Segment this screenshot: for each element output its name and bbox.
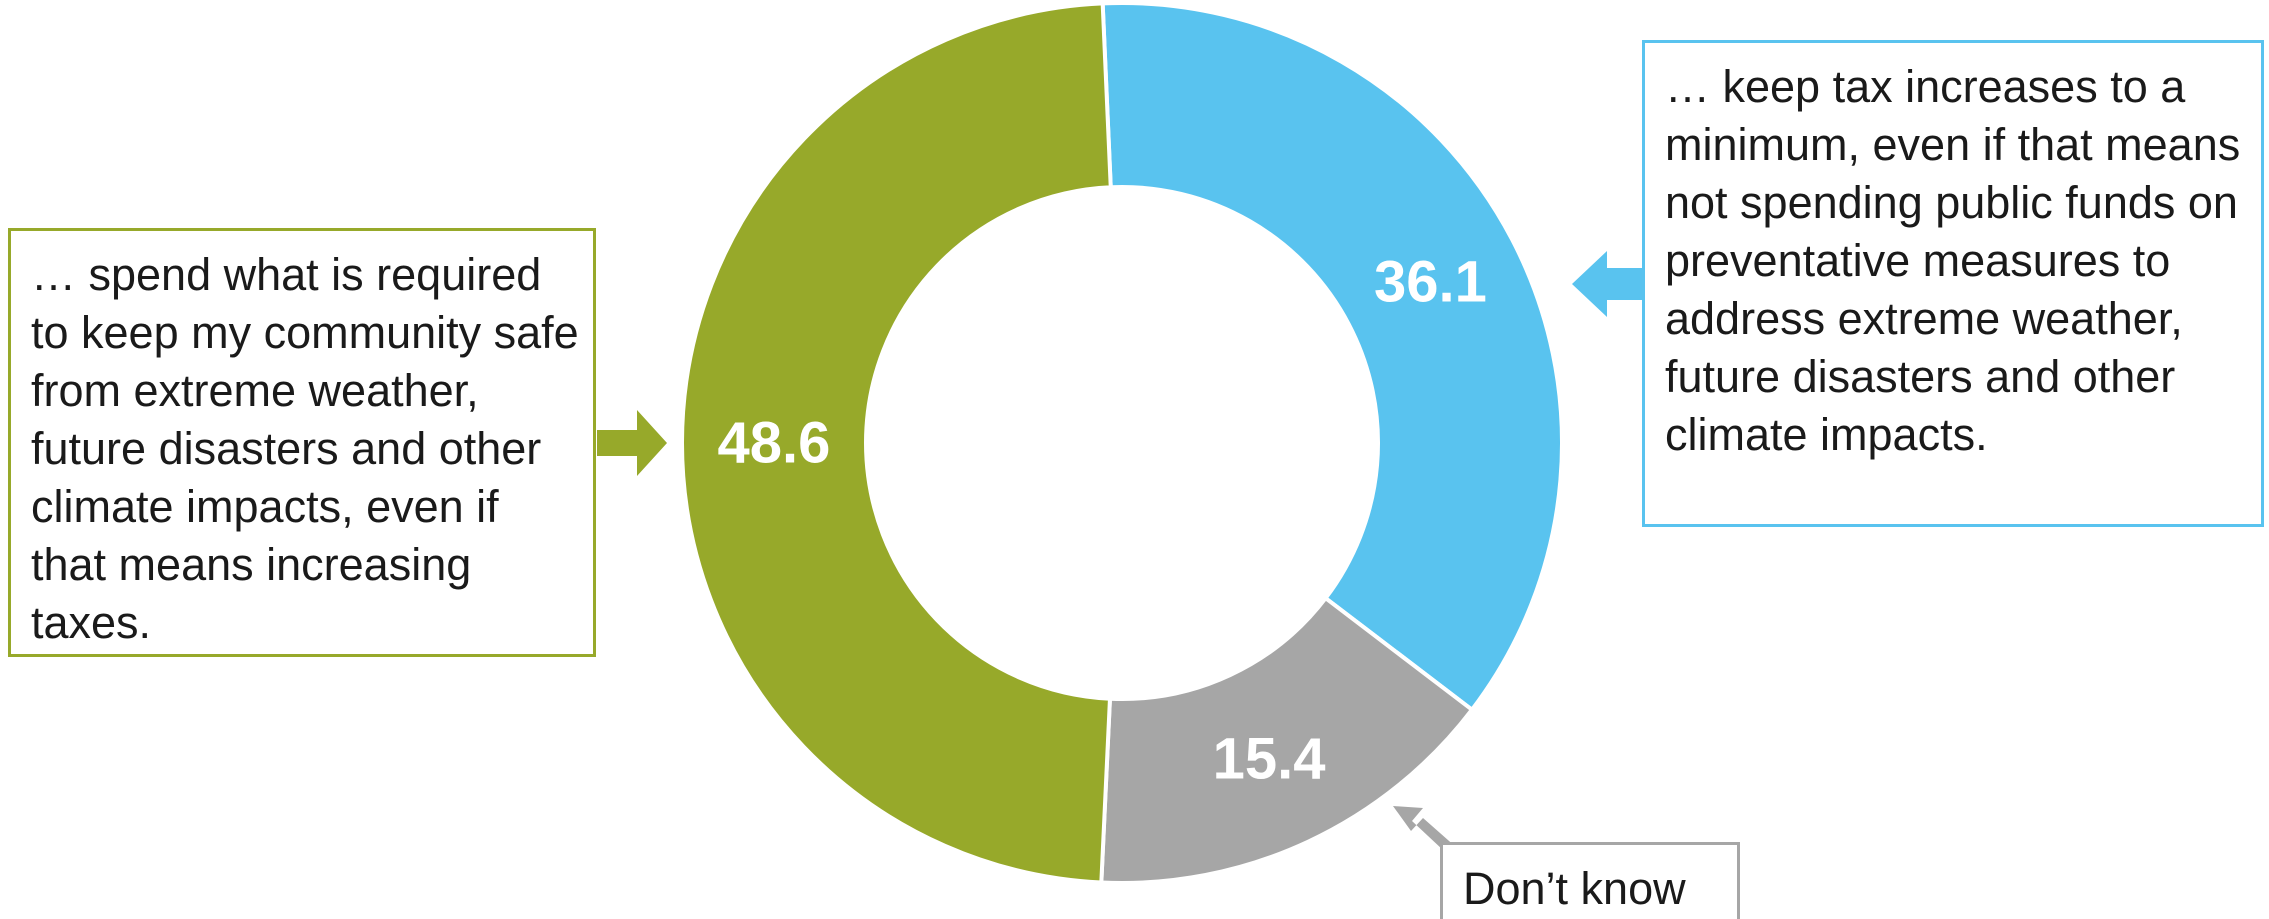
gray-arrow-icon (1393, 806, 1457, 850)
donut-value-labels: 36.1 15.4 48.6 (718, 250, 1487, 792)
callout-dont-know-text: Don’t know (1463, 863, 1686, 914)
donut-slice-1 (1099, 595, 1475, 885)
donut-slice-0 (1100, 1, 1564, 713)
blue-arrow-icon (1572, 251, 1642, 317)
callout-dont-know: Don’t know (1440, 842, 1740, 919)
callout-keep-taxes-low-text: … keep tax increases to a minimum, even … (1665, 61, 2241, 460)
callout-spend-required-text: … spend what is required to keep my comm… (31, 249, 579, 648)
donut-value-label-2: 48.6 (718, 410, 831, 475)
callout-keep-taxes-low: … keep tax increases to a minimum, even … (1642, 40, 2264, 527)
donut-slice-2 (680, 1, 1113, 885)
green-arrow-icon (597, 410, 667, 476)
callout-spend-required: … spend what is required to keep my comm… (8, 228, 596, 657)
donut-slices (680, 1, 1564, 885)
donut-value-label-1: 15.4 (1213, 726, 1326, 791)
donut-value-label-0: 36.1 (1374, 250, 1487, 315)
